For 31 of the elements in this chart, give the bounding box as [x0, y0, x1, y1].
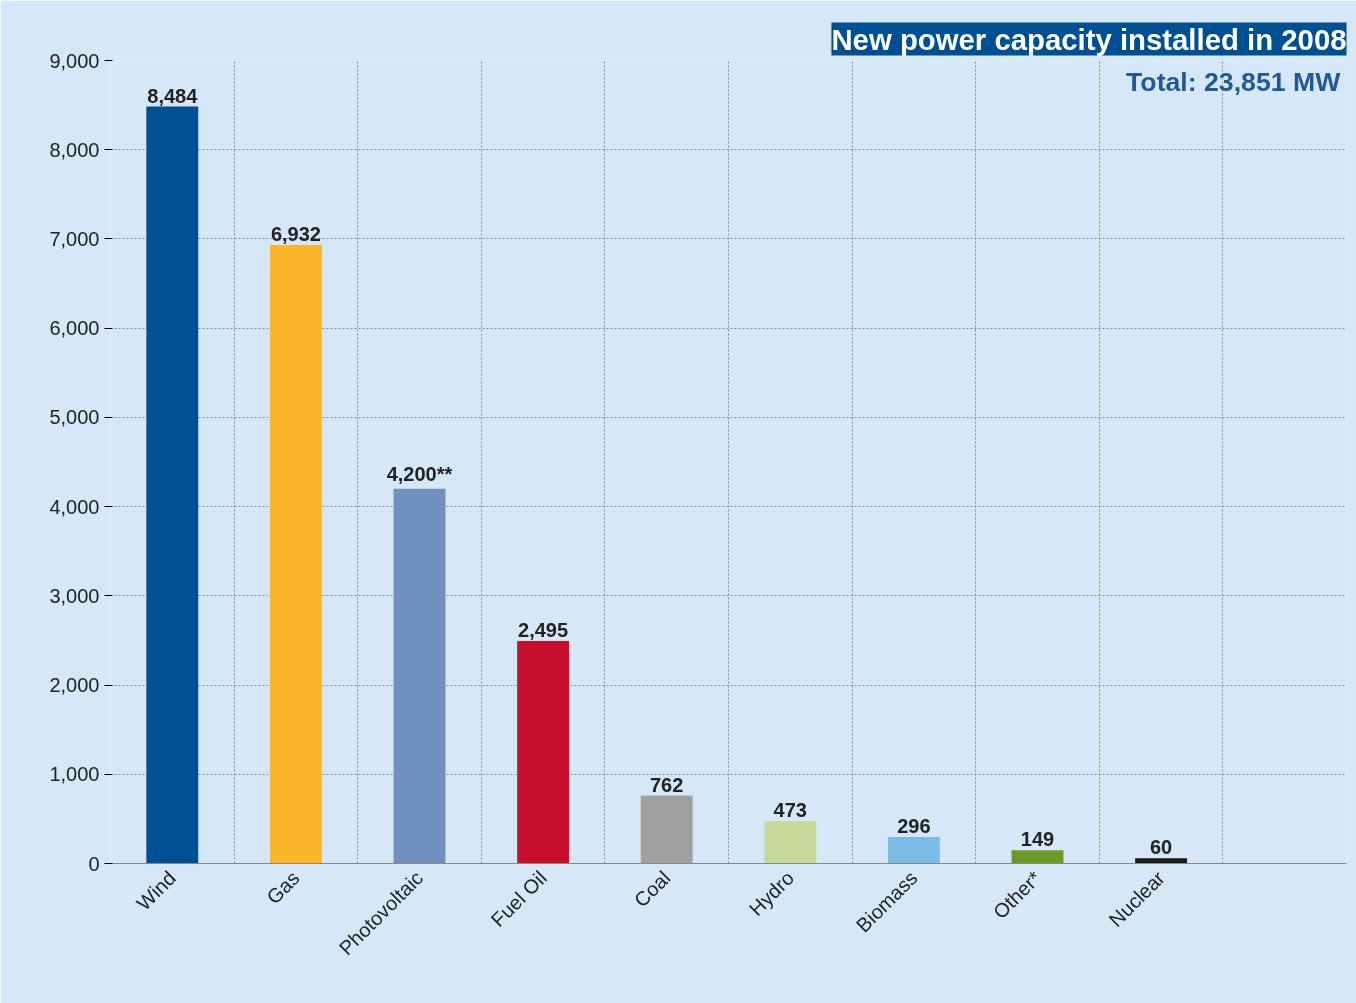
data-label: 762: [650, 773, 684, 796]
annotation: Total: 23,851 MW: [1126, 66, 1342, 97]
y-tick-label: 8,000: [49, 138, 100, 161]
data-label: 149: [1020, 828, 1055, 851]
bar: [517, 640, 570, 864]
data-label: 473: [773, 799, 807, 822]
data-label: 8,484: [147, 84, 199, 107]
data-label: 6,932: [270, 223, 321, 246]
x-tick-label: Gas: [262, 866, 304, 909]
bar: [393, 488, 446, 864]
y-tick-label: 0: [88, 852, 100, 875]
y-tick-label: 9,000: [49, 49, 100, 72]
y-tick-label: 5,000: [49, 406, 100, 429]
bar: [640, 795, 693, 864]
y-tick-label: 6,000: [49, 317, 100, 340]
bar: [887, 837, 940, 864]
bar: [1011, 850, 1064, 864]
bar: [146, 106, 199, 864]
y-tick-label: 2,000: [49, 674, 100, 697]
bar: [269, 245, 322, 864]
data-label: 296: [897, 815, 931, 838]
y-tick-label: 3,000: [49, 584, 100, 607]
data-label: 4,200**: [386, 462, 453, 485]
bar: [1135, 858, 1188, 864]
y-tick-label: 4,000: [49, 495, 100, 518]
y-tick-label: 1,000: [49, 763, 100, 786]
data-label: 2,495: [518, 618, 569, 641]
y-tick-label: 7,000: [49, 227, 100, 250]
bar: [764, 821, 817, 864]
data-label: 60: [1149, 836, 1173, 859]
chart-title: New power capacity installed in 2008: [831, 22, 1347, 56]
